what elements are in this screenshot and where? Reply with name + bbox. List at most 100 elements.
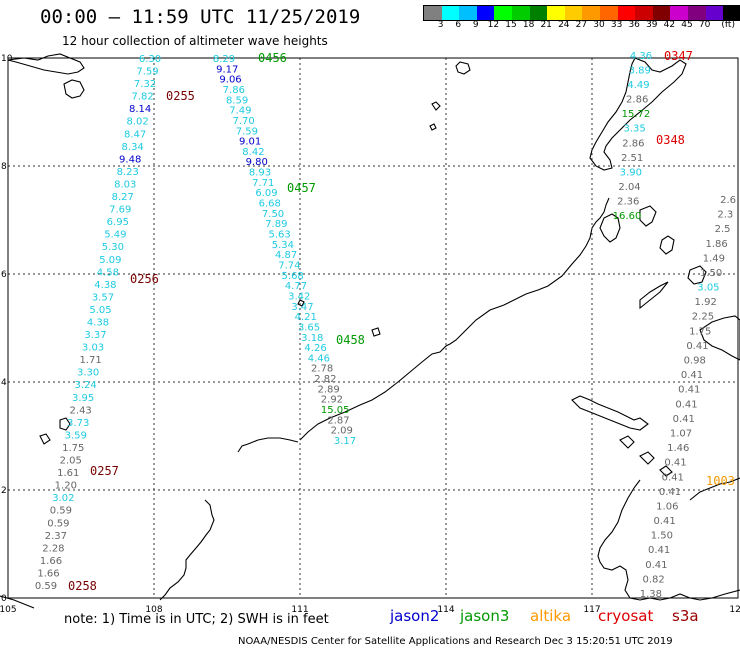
wave-height-value: 1.86: [706, 239, 728, 250]
coast-visayas: [639, 205, 707, 285]
wave-height-value: 0.41: [662, 472, 684, 483]
wave-height-value: 3.02: [52, 493, 74, 504]
wave-height-value: 0.82: [642, 574, 664, 585]
wave-height-value: 1.66: [40, 556, 62, 567]
wave-height-value: 3.30: [77, 368, 99, 379]
track-0456-0458: 8.299.179.067.868.597.497.707.599.018.42…: [213, 54, 356, 447]
y-tick-label: 6: [1, 270, 7, 280]
wave-height-value: 5.09: [99, 255, 121, 266]
color-scale-label: 9: [472, 20, 479, 30]
map-frame: [7, 57, 739, 599]
pass-time-label: 1003: [706, 474, 735, 488]
wave-height-value: 1.49: [703, 253, 725, 264]
color-swatch: [599, 6, 618, 20]
color-scale-label: 36: [628, 20, 640, 30]
coast-northern-borneo: [689, 477, 740, 501]
x-tick-label: 111: [291, 605, 308, 615]
wave-height-value: 3.42: [288, 291, 310, 302]
wave-height-value: 2.87: [327, 415, 349, 426]
wave-height-value: 7.74: [278, 260, 300, 271]
wave-height-value: 2.43: [70, 405, 92, 416]
track-0347-0348: 4.36 3.89 4.49 2.86 15.72 3.35 2.86 2.51 3.90 2.0…: [613, 51, 652, 222]
wave-height-value: 4.38: [94, 280, 116, 291]
wave-height-value: 2.04: [618, 182, 640, 193]
wave-height-value: 2.37: [45, 531, 67, 542]
color-scale-label: 15: [505, 20, 517, 30]
satellite-legend-cryosat: cryosat: [598, 607, 654, 625]
wave-height-value: 7.71: [252, 178, 274, 189]
lat-lon-grid: [8, 58, 738, 598]
wave-height-value: 0.41: [675, 399, 697, 410]
wave-height-value: 0.41: [664, 458, 686, 469]
color-swatch: [635, 6, 653, 20]
color-swatch: [564, 6, 583, 20]
satellite-legend-jason2: jason2: [390, 607, 440, 625]
y-tick-label: 10: [1, 54, 13, 64]
wave-height-value: 4.21: [295, 312, 317, 323]
color-scale-label: 21: [540, 20, 552, 30]
wave-height-value: 6.68: [259, 199, 281, 210]
coastlines: [0, 53, 740, 609]
wave-height-value: 9.06: [219, 75, 241, 86]
color-scale-label: 70: [698, 20, 711, 30]
wave-height-value: 1.66: [37, 568, 59, 579]
color-swatch: [476, 6, 495, 20]
pass-time-label: 0255: [166, 89, 195, 103]
wave-height-value: 7.82: [131, 92, 153, 103]
wave-height-value: 2.36: [617, 196, 639, 207]
coast-small-isles: [297, 61, 471, 337]
wave-height-value: 8.02: [126, 117, 148, 128]
wave-height-value: 8.47: [124, 129, 146, 140]
wave-height-value: 7.86: [223, 85, 245, 96]
wave-height-value: 8.14: [129, 104, 151, 115]
wave-height-value: 4.49: [627, 80, 649, 91]
y-tick-label: 0: [1, 594, 7, 604]
satellite-legend-jason3: jason3: [460, 607, 510, 625]
coast-palawan-chain: [571, 395, 649, 431]
color-swatch: [511, 6, 530, 20]
x-tick-label: 114: [437, 605, 454, 615]
wave-height-value: 6.30: [139, 54, 161, 65]
color-scale-bar: [423, 5, 740, 21]
wave-height-value: 15.72: [622, 109, 651, 120]
color-swatch: [617, 6, 636, 20]
color-swatch: [529, 6, 548, 20]
wave-height-value: 3.05: [697, 283, 719, 294]
coast-sumatra-top: [0, 595, 35, 609]
wave-height-value: 1.50: [651, 531, 673, 542]
wave-height-value: 4.26: [304, 343, 326, 354]
wave-height-value: 7.70: [232, 116, 254, 127]
wave-height-value: 9.48: [119, 154, 141, 165]
wave-height-value: 2.92: [321, 395, 343, 406]
track-1003: 2.6 2.3 2.5 1.86 1.49 1.50 3.05 1.92 2.25 1.75 0.4…: [640, 195, 736, 600]
pass-time-labels: 0256 0255 0456 0457 0458 0257 0258 0347 0348 1003: [68, 49, 735, 593]
footer-note: note: 1) Time is in UTC; 2) SWH is in fe…: [64, 612, 329, 627]
color-swatch: [494, 6, 512, 20]
color-scale-label: 45: [681, 20, 693, 30]
wave-height-value: 5.05: [89, 305, 111, 316]
wave-height-value: 7.59: [136, 67, 158, 78]
footer-credit: NOAA/NESDIS Center for Satellite Applica…: [238, 636, 673, 647]
page-title: 00:00 – 11:59 UTC 11/25/2019: [40, 6, 361, 28]
wave-height-value: 4.38: [87, 318, 109, 329]
wave-height-value: 6.95: [107, 217, 129, 228]
pass-time-label: 0348: [656, 133, 685, 147]
x-tick-label: 120: [729, 605, 740, 615]
wave-height-value: 1.61: [57, 468, 79, 479]
color-swatch: [705, 6, 724, 20]
wave-height-value: 3.73: [67, 418, 89, 429]
wave-height-value: 1.20: [55, 481, 77, 492]
wave-height-value: 16.60: [613, 211, 642, 222]
wave-height-value: 3.95: [72, 393, 94, 404]
wave-height-value: 5.68: [282, 271, 304, 282]
wave-height-value: 2.3: [717, 210, 733, 221]
y-tick-label: 8: [1, 162, 7, 172]
wave-height-value: 15.05: [321, 405, 350, 416]
satellite-legend-altika: altika: [530, 607, 572, 625]
coast-malay-peninsula: [159, 499, 215, 601]
color-swatch: [723, 6, 740, 20]
wave-height-value: 0.59: [50, 506, 72, 517]
pass-time-label: 0256: [130, 272, 159, 286]
wave-height-value: 8.23: [117, 167, 139, 178]
